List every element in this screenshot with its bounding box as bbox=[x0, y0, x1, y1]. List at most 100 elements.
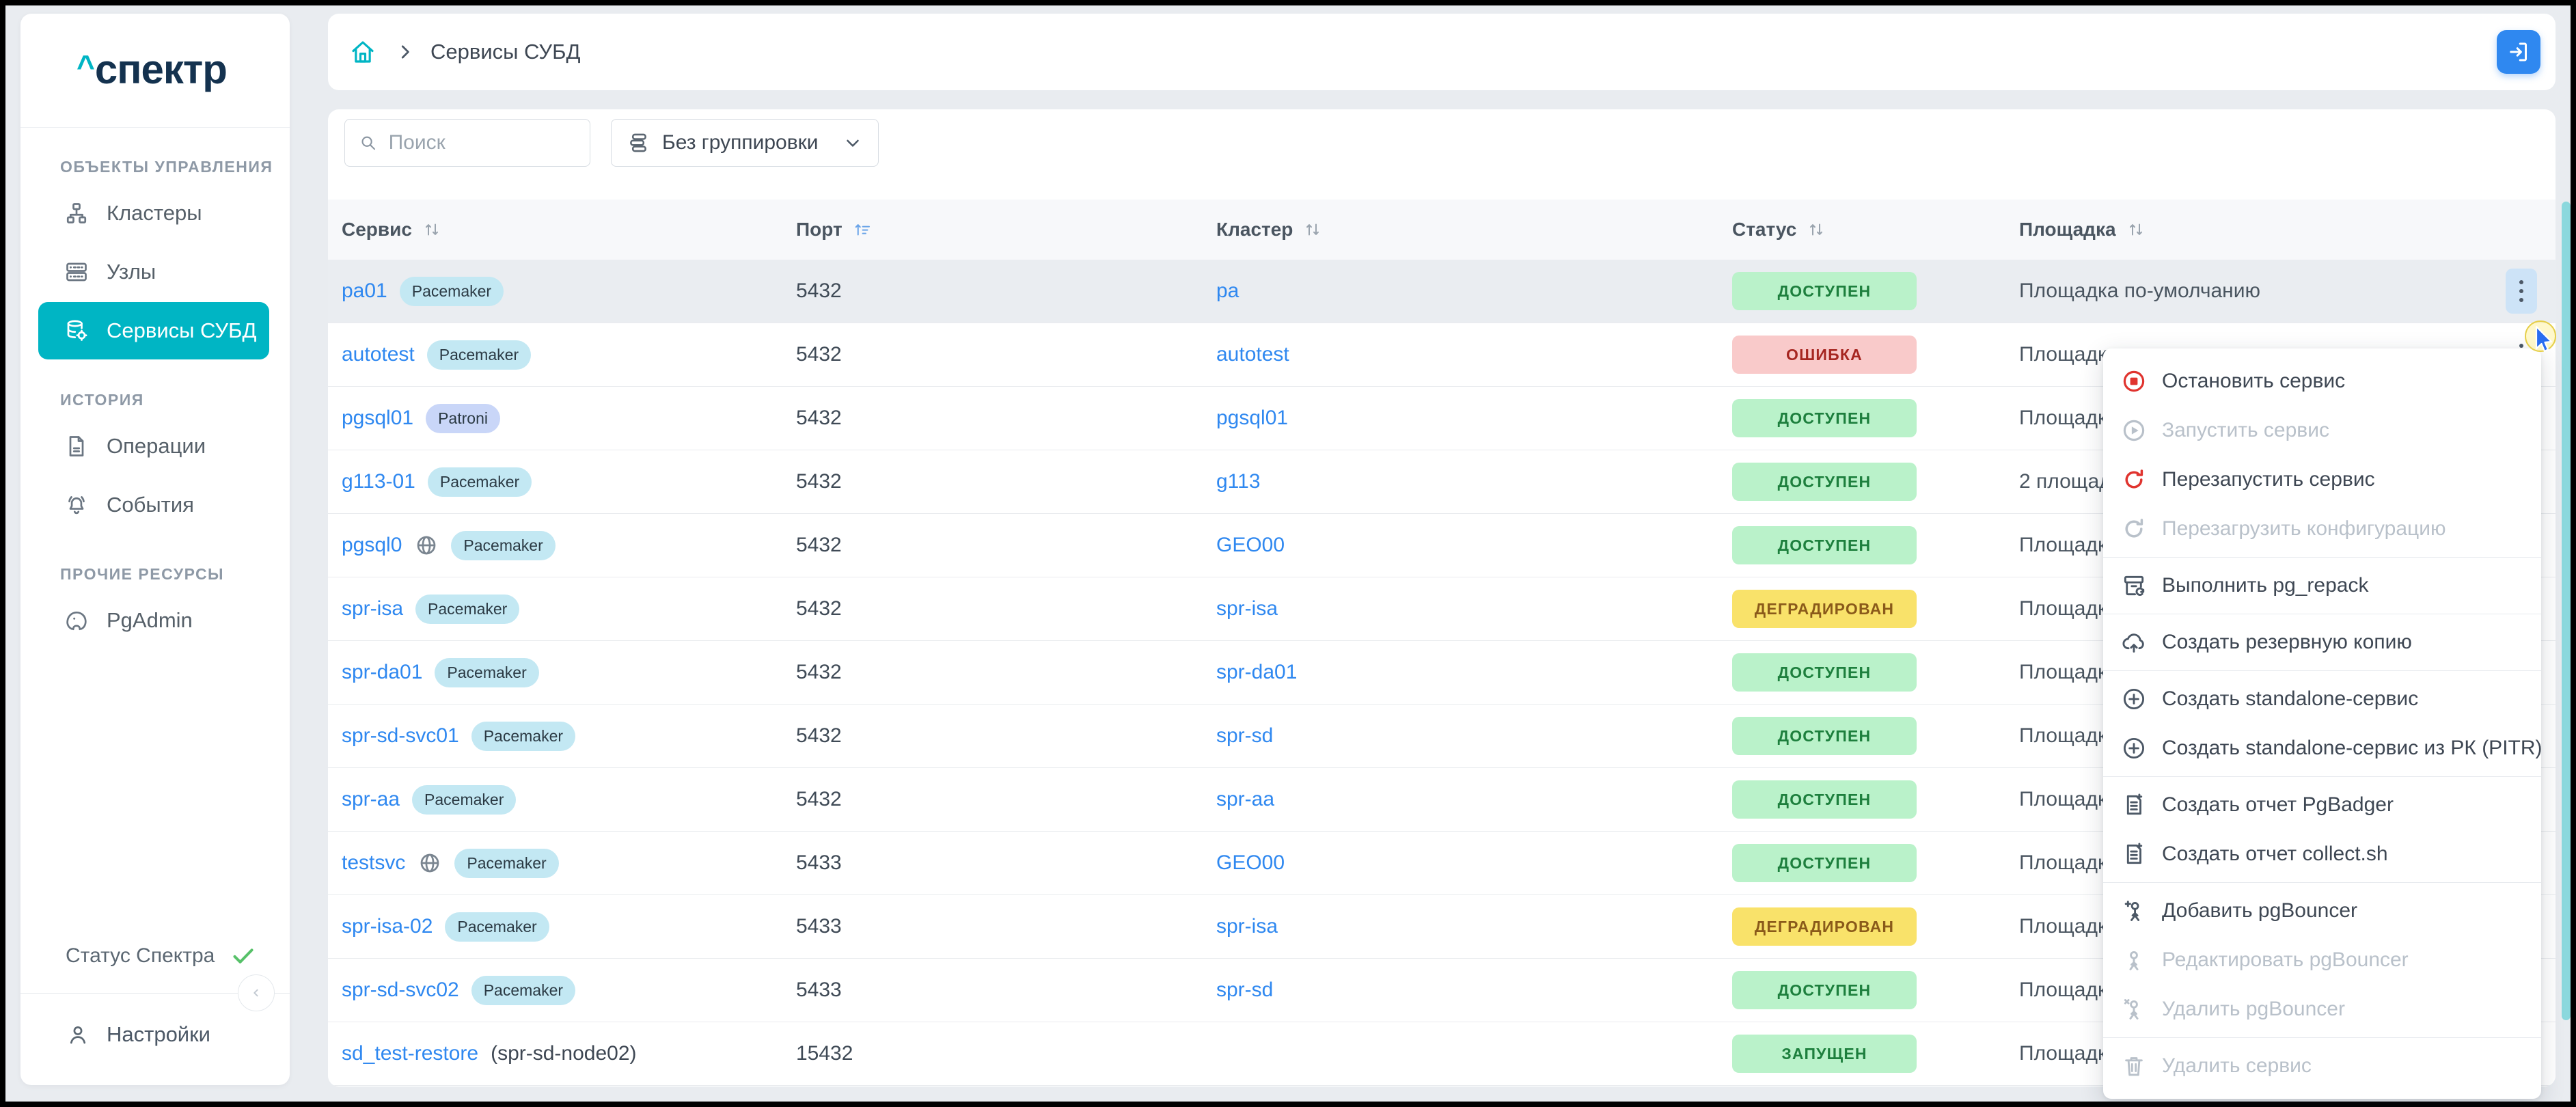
port-cell: 5433 bbox=[796, 979, 1216, 1002]
port-cell: 5432 bbox=[796, 407, 1216, 430]
context-menu-item[interactable]: Выполнить pg_repack bbox=[2103, 561, 2541, 610]
document-icon bbox=[64, 434, 89, 459]
plus-circle-icon bbox=[2121, 735, 2147, 761]
port-cell: 15432 bbox=[796, 1042, 1216, 1065]
service-link[interactable]: spr-sd-svc02 bbox=[342, 979, 459, 1002]
sidebar-item-db-services[interactable]: Сервисы СУБД bbox=[38, 302, 269, 359]
row-actions-button[interactable] bbox=[2506, 269, 2537, 314]
play-icon bbox=[2121, 418, 2147, 443]
sidebar-item-label: Узлы bbox=[107, 260, 156, 284]
search-input[interactable] bbox=[389, 131, 576, 154]
context-menu-item[interactable]: Добавить pgBouncer bbox=[2103, 886, 2541, 935]
sidebar-section-history: ИСТОРИЯ bbox=[20, 361, 290, 416]
plus-circle-icon bbox=[2121, 686, 2147, 712]
cluster-link[interactable]: spr-aa bbox=[1216, 788, 1274, 810]
port-cell: 5432 bbox=[796, 788, 1216, 811]
cluster-link[interactable]: g113 bbox=[1216, 470, 1261, 493]
site-cell: Площадка по-умолчанию bbox=[2019, 279, 2487, 303]
service-link[interactable]: spr-aa bbox=[342, 788, 400, 811]
service-link[interactable]: testsvc bbox=[342, 851, 405, 875]
context-menu-item: Удалить сервис bbox=[2103, 1041, 2541, 1091]
sidebar-item-label: Кластеры bbox=[107, 201, 202, 226]
context-menu-item[interactable]: Создать standalone-сервис bbox=[2103, 674, 2541, 724]
cluster-link[interactable]: GEO00 bbox=[1216, 534, 1285, 556]
context-menu-item[interactable]: Остановить сервис bbox=[2103, 357, 2541, 406]
status-badge: ОШИБКА bbox=[1732, 336, 1917, 374]
service-link[interactable]: autotest bbox=[342, 343, 415, 366]
sidebar-collapse-button[interactable] bbox=[238, 974, 275, 1011]
cluster-link[interactable]: spr-sd bbox=[1216, 979, 1273, 1001]
home-icon[interactable] bbox=[348, 38, 377, 66]
sidebar-item-events[interactable]: События bbox=[38, 476, 269, 534]
context-menu-item[interactable]: Создать отчет collect.sh bbox=[2103, 830, 2541, 879]
cluster-link[interactable]: spr-isa bbox=[1216, 597, 1278, 620]
service-link[interactable]: pgsql0 bbox=[342, 534, 402, 557]
sidebar-item-label: События bbox=[107, 493, 194, 517]
sort-asc-icon[interactable] bbox=[852, 219, 873, 240]
service-link[interactable]: g113-01 bbox=[342, 470, 415, 493]
sidebar-item-clusters[interactable]: Кластеры bbox=[38, 184, 269, 242]
context-menu-item[interactable]: Создать отчет PgBadger bbox=[2103, 780, 2541, 830]
service-link[interactable]: spr-isa-02 bbox=[342, 915, 433, 938]
spektr-status-label: Статус Спектра bbox=[66, 944, 215, 968]
cluster-link[interactable]: spr-da01 bbox=[1216, 661, 1297, 683]
cluster-link[interactable]: GEO00 bbox=[1216, 851, 1285, 874]
context-menu-item[interactable]: Создать резервную копию bbox=[2103, 618, 2541, 667]
service-link[interactable]: spr-isa bbox=[342, 597, 403, 620]
status-badge: ДОСТУПЕН bbox=[1732, 653, 1917, 692]
sort-icon[interactable] bbox=[2126, 219, 2146, 240]
cluster-type-badge: Pacemaker bbox=[471, 722, 575, 751]
port-cell: 5433 bbox=[796, 915, 1216, 938]
sort-icon[interactable] bbox=[422, 219, 442, 240]
port-cell: 5432 bbox=[796, 661, 1216, 684]
cluster-link[interactable]: autotest bbox=[1216, 343, 1289, 366]
context-menu-divider bbox=[2103, 1037, 2541, 1038]
cluster-link[interactable]: pgsql01 bbox=[1216, 407, 1288, 429]
port-cell: 5432 bbox=[796, 597, 1216, 620]
logo-caret: ^ bbox=[77, 51, 95, 82]
service-link[interactable]: spr-da01 bbox=[342, 661, 422, 684]
grouping-select[interactable]: Без группировки bbox=[611, 119, 879, 167]
sort-icon[interactable] bbox=[1302, 219, 1323, 240]
column-header-service: Сервис bbox=[342, 219, 412, 241]
pgbouncer-edit-icon bbox=[2121, 947, 2147, 973]
logout-button[interactable] bbox=[2497, 30, 2540, 74]
context-menu-item[interactable]: Перезапустить сервис bbox=[2103, 455, 2541, 504]
vertical-scrollbar[interactable] bbox=[2562, 202, 2571, 1020]
sidebar-item-nodes[interactable]: Узлы bbox=[38, 243, 269, 301]
context-menu-item-label: Создать отчет collect.sh bbox=[2162, 843, 2388, 866]
cluster-type-badge: Pacemaker bbox=[445, 912, 549, 942]
context-menu-item-label: Редактировать pgBouncer bbox=[2162, 948, 2409, 972]
service-link[interactable]: sd_test-restore bbox=[342, 1042, 478, 1065]
status-badge: ДОСТУПЕН bbox=[1732, 844, 1917, 882]
status-badge: ДОСТУПЕН bbox=[1732, 717, 1917, 755]
context-menu-item-label: Удалить pgBouncer bbox=[2162, 998, 2345, 1021]
context-menu-item[interactable]: Создать standalone-сервис из РК (PITR) bbox=[2103, 724, 2541, 773]
sort-icon[interactable] bbox=[1806, 219, 1826, 240]
pgbouncer-remove-icon bbox=[2121, 996, 2147, 1022]
service-node-suffix: (spr-sd-node02) bbox=[491, 1042, 636, 1065]
sidebar-item-operations[interactable]: Операции bbox=[38, 418, 269, 475]
context-menu-item-label: Запустить сервис bbox=[2162, 419, 2329, 442]
divider bbox=[20, 993, 290, 994]
cluster-link[interactable]: spr-isa bbox=[1216, 915, 1278, 938]
column-header-site: Площадка bbox=[2019, 219, 2116, 241]
repack-icon bbox=[2121, 573, 2147, 599]
chevron-down-icon bbox=[842, 133, 863, 153]
context-menu-item-label: Создать резервную копию bbox=[2162, 631, 2412, 654]
table-row[interactable]: pa01 Pacemaker 5432 pa ДОСТУПЕН Площадка… bbox=[328, 260, 2556, 323]
service-link[interactable]: spr-sd-svc01 bbox=[342, 724, 459, 748]
cluster-type-badge: Pacemaker bbox=[435, 658, 538, 687]
context-menu-item: Запустить сервис bbox=[2103, 406, 2541, 455]
service-link[interactable]: pgsql01 bbox=[342, 407, 413, 430]
context-menu-item-label: Удалить сервис bbox=[2162, 1054, 2312, 1078]
port-cell: 5432 bbox=[796, 279, 1216, 303]
cluster-link[interactable]: spr-sd bbox=[1216, 724, 1273, 747]
app-window: ^спектр ОБЪЕКТЫ УПРАВЛЕНИЯ Кластеры Узлы… bbox=[0, 0, 2576, 1107]
sidebar-item-pgadmin[interactable]: PgAdmin bbox=[38, 592, 269, 649]
cluster-link[interactable]: pa bbox=[1216, 279, 1239, 302]
context-menu-item: Перезагрузить конфигурацию bbox=[2103, 504, 2541, 554]
port-cell: 5432 bbox=[796, 534, 1216, 557]
pgadmin-elephant-icon bbox=[64, 608, 89, 633]
service-link[interactable]: pa01 bbox=[342, 279, 387, 303]
